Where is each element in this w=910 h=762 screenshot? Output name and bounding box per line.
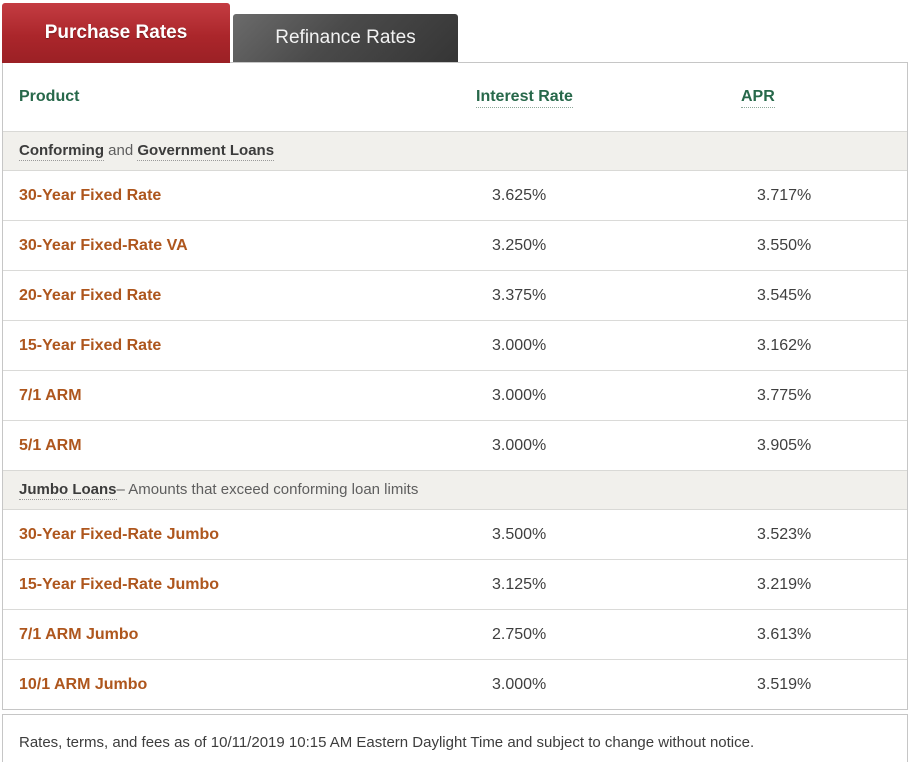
interest-rate-value: 2.750% xyxy=(476,609,741,660)
table-row: 5/1 ARM 3.000% 3.905% xyxy=(3,420,907,471)
product-name: 7/1 ARM Jumbo xyxy=(3,609,476,660)
product-name: 30-Year Fixed Rate xyxy=(3,170,476,221)
table-row: 30-Year Fixed-Rate VA 3.250% 3.550% xyxy=(3,220,907,271)
interest-rate-value: 3.500% xyxy=(476,509,741,560)
product-name: 15-Year Fixed-Rate Jumbo xyxy=(3,559,476,610)
table-row: 30-Year Fixed-Rate Jumbo 3.500% 3.523% xyxy=(3,509,907,560)
rates-tabbar: Purchase Rates Refinance Rates xyxy=(0,0,910,63)
product-name: 20-Year Fixed Rate xyxy=(3,270,476,321)
interest-rate-tooltip-term[interactable]: Interest Rate xyxy=(476,88,573,108)
section-description-text: – Amounts that exceed conforming loan li… xyxy=(116,481,419,498)
product-name: 30-Year Fixed-Rate VA xyxy=(3,220,476,271)
apr-value: 3.545% xyxy=(741,270,907,321)
table-row: 30-Year Fixed Rate 3.625% 3.717% xyxy=(3,170,907,221)
product-name: 5/1 ARM xyxy=(3,420,476,471)
apr-value: 3.162% xyxy=(741,320,907,371)
interest-rate-value: 3.000% xyxy=(476,370,741,421)
apr-value: 3.219% xyxy=(741,559,907,610)
interest-rate-value: 3.000% xyxy=(476,320,741,371)
jumbo-loans-tooltip-term[interactable]: Jumbo Loans xyxy=(19,481,117,500)
rates-disclaimer: Rates, terms, and fees as of 10/11/2019 … xyxy=(2,714,908,762)
section-header-conforming: Conforming and Government Loans xyxy=(3,131,907,171)
apr-value: 3.523% xyxy=(741,509,907,560)
conforming-tooltip-term[interactable]: Conforming xyxy=(19,142,104,161)
rates-panel: Product Interest Rate APR Conforming and… xyxy=(2,62,908,710)
column-header-apr: APR xyxy=(741,63,907,132)
interest-rate-value: 3.375% xyxy=(476,270,741,321)
section-header-jumbo: Jumbo Loans– Amounts that exceed conform… xyxy=(3,470,907,510)
tab-purchase-rates[interactable]: Purchase Rates xyxy=(2,3,230,63)
apr-tooltip-term[interactable]: APR xyxy=(741,88,775,108)
apr-value: 3.717% xyxy=(741,170,907,221)
interest-rate-value: 3.250% xyxy=(476,220,741,271)
table-row: 7/1 ARM Jumbo 2.750% 3.613% xyxy=(3,609,907,660)
tab-refinance-rates[interactable]: Refinance Rates xyxy=(233,14,458,62)
product-name: 7/1 ARM xyxy=(3,370,476,421)
rates-table: Product Interest Rate APR Conforming and… xyxy=(3,63,907,709)
table-row: 15-Year Fixed-Rate Jumbo 3.125% 3.219% xyxy=(3,559,907,610)
column-header-interest-rate: Interest Rate xyxy=(476,63,741,132)
apr-value: 3.613% xyxy=(741,609,907,660)
product-name: 10/1 ARM Jumbo xyxy=(3,659,476,709)
apr-value: 3.905% xyxy=(741,420,907,471)
interest-rate-value: 3.625% xyxy=(476,170,741,221)
interest-rate-value: 3.000% xyxy=(476,420,741,471)
table-row: 10/1 ARM Jumbo 3.000% 3.519% xyxy=(3,659,907,709)
section-connector-text: and xyxy=(103,142,138,159)
table-row: 20-Year Fixed Rate 3.375% 3.545% xyxy=(3,270,907,321)
interest-rate-value: 3.000% xyxy=(476,659,741,709)
table-row: 15-Year Fixed Rate 3.000% 3.162% xyxy=(3,320,907,371)
product-name: 30-Year Fixed-Rate Jumbo xyxy=(3,509,476,560)
table-header-row: Product Interest Rate APR xyxy=(3,63,907,132)
column-header-product: Product xyxy=(19,88,80,105)
government-loans-tooltip-term[interactable]: Government Loans xyxy=(137,142,275,161)
apr-value: 3.550% xyxy=(741,220,907,271)
table-row: 7/1 ARM 3.000% 3.775% xyxy=(3,370,907,421)
product-name: 15-Year Fixed Rate xyxy=(3,320,476,371)
interest-rate-value: 3.125% xyxy=(476,559,741,610)
apr-value: 3.775% xyxy=(741,370,907,421)
apr-value: 3.519% xyxy=(741,659,907,709)
